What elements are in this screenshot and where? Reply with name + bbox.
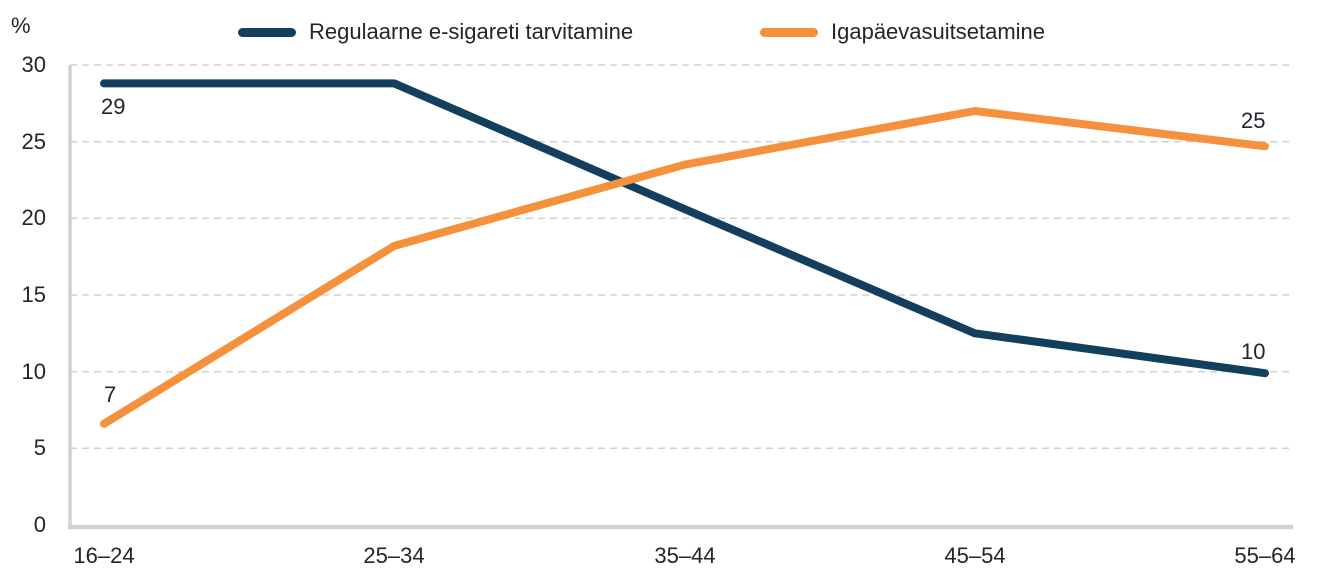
series-line-1: [100, 107, 1269, 428]
y-axis-tick-label-0: 0: [33, 512, 46, 537]
x-axis-tick-label-45-54: 45–54: [944, 543, 1006, 568]
legend-item-igapaevasuitsetamine: Igapäevasuitsetamine: [760, 19, 1045, 45]
x-axis-tick-label-16-24: 16–24: [73, 543, 135, 568]
legend-label-igapaevasuitsetamine: Igapäevasuitsetamine: [831, 19, 1046, 44]
legend-swatch-navy-line-icon: [238, 27, 296, 37]
y-axis-tick-label-10: 10: [21, 359, 46, 384]
legend-item-regulaarne: Regulaarne e-sigareti tarvitamine: [238, 19, 633, 45]
y-axis-tick-label-15: 15: [21, 282, 46, 307]
x-axis-tick-label-55-64: 55–64: [1234, 543, 1296, 568]
data-point-label-navy-first: 29: [101, 94, 126, 119]
x-axis-tick-label-25-34: 25–34: [363, 543, 425, 568]
data-point-label-navy-last: 10: [1241, 339, 1266, 364]
x-axis-tick-label-35-44: 35–44: [654, 543, 716, 568]
series-line-0: [100, 79, 1269, 378]
y-axis-tick-label-20: 20: [21, 205, 46, 230]
y-axis-tick-label-25: 25: [21, 129, 46, 154]
y-axis-tick-label-30: 30: [21, 52, 46, 77]
legend-label-regulaarne: Regulaarne e-sigareti tarvitamine: [309, 19, 634, 44]
data-point-label-orange-first: 7: [104, 382, 117, 407]
y-axis-unit-label: %: [11, 13, 31, 38]
data-point-label-orange-last: 25: [1241, 108, 1266, 133]
legend-swatch-orange-line-icon: [760, 27, 818, 37]
y-axis-tick-label-5: 5: [33, 435, 46, 460]
